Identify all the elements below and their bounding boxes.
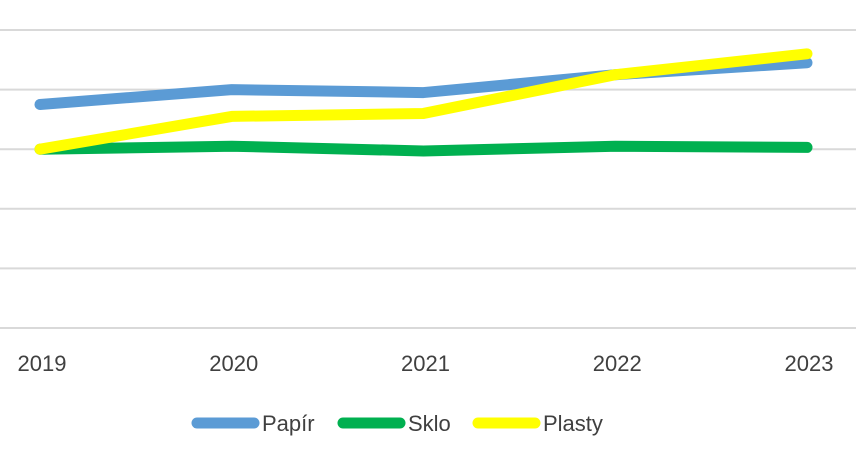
legend-label: Papír — [262, 411, 315, 436]
x-tick-label: 2023 — [785, 351, 834, 376]
series-lines — [34, 48, 813, 157]
grid-lines — [0, 29, 856, 329]
legend-label: Sklo — [408, 411, 451, 436]
series-line-1 — [34, 140, 813, 157]
x-tick-label: 2020 — [209, 351, 258, 376]
legend: Papír Sklo Plasty — [191, 411, 603, 436]
x-tick-label: 2022 — [593, 351, 642, 376]
series-line-2 — [34, 48, 813, 155]
legend-label: Plasty — [543, 411, 603, 436]
x-axis-tick-labels: 2019 2020 2021 2022 2023 — [18, 351, 834, 376]
x-tick-label: 2021 — [401, 351, 450, 376]
x-tick-label: 2019 — [18, 351, 67, 376]
